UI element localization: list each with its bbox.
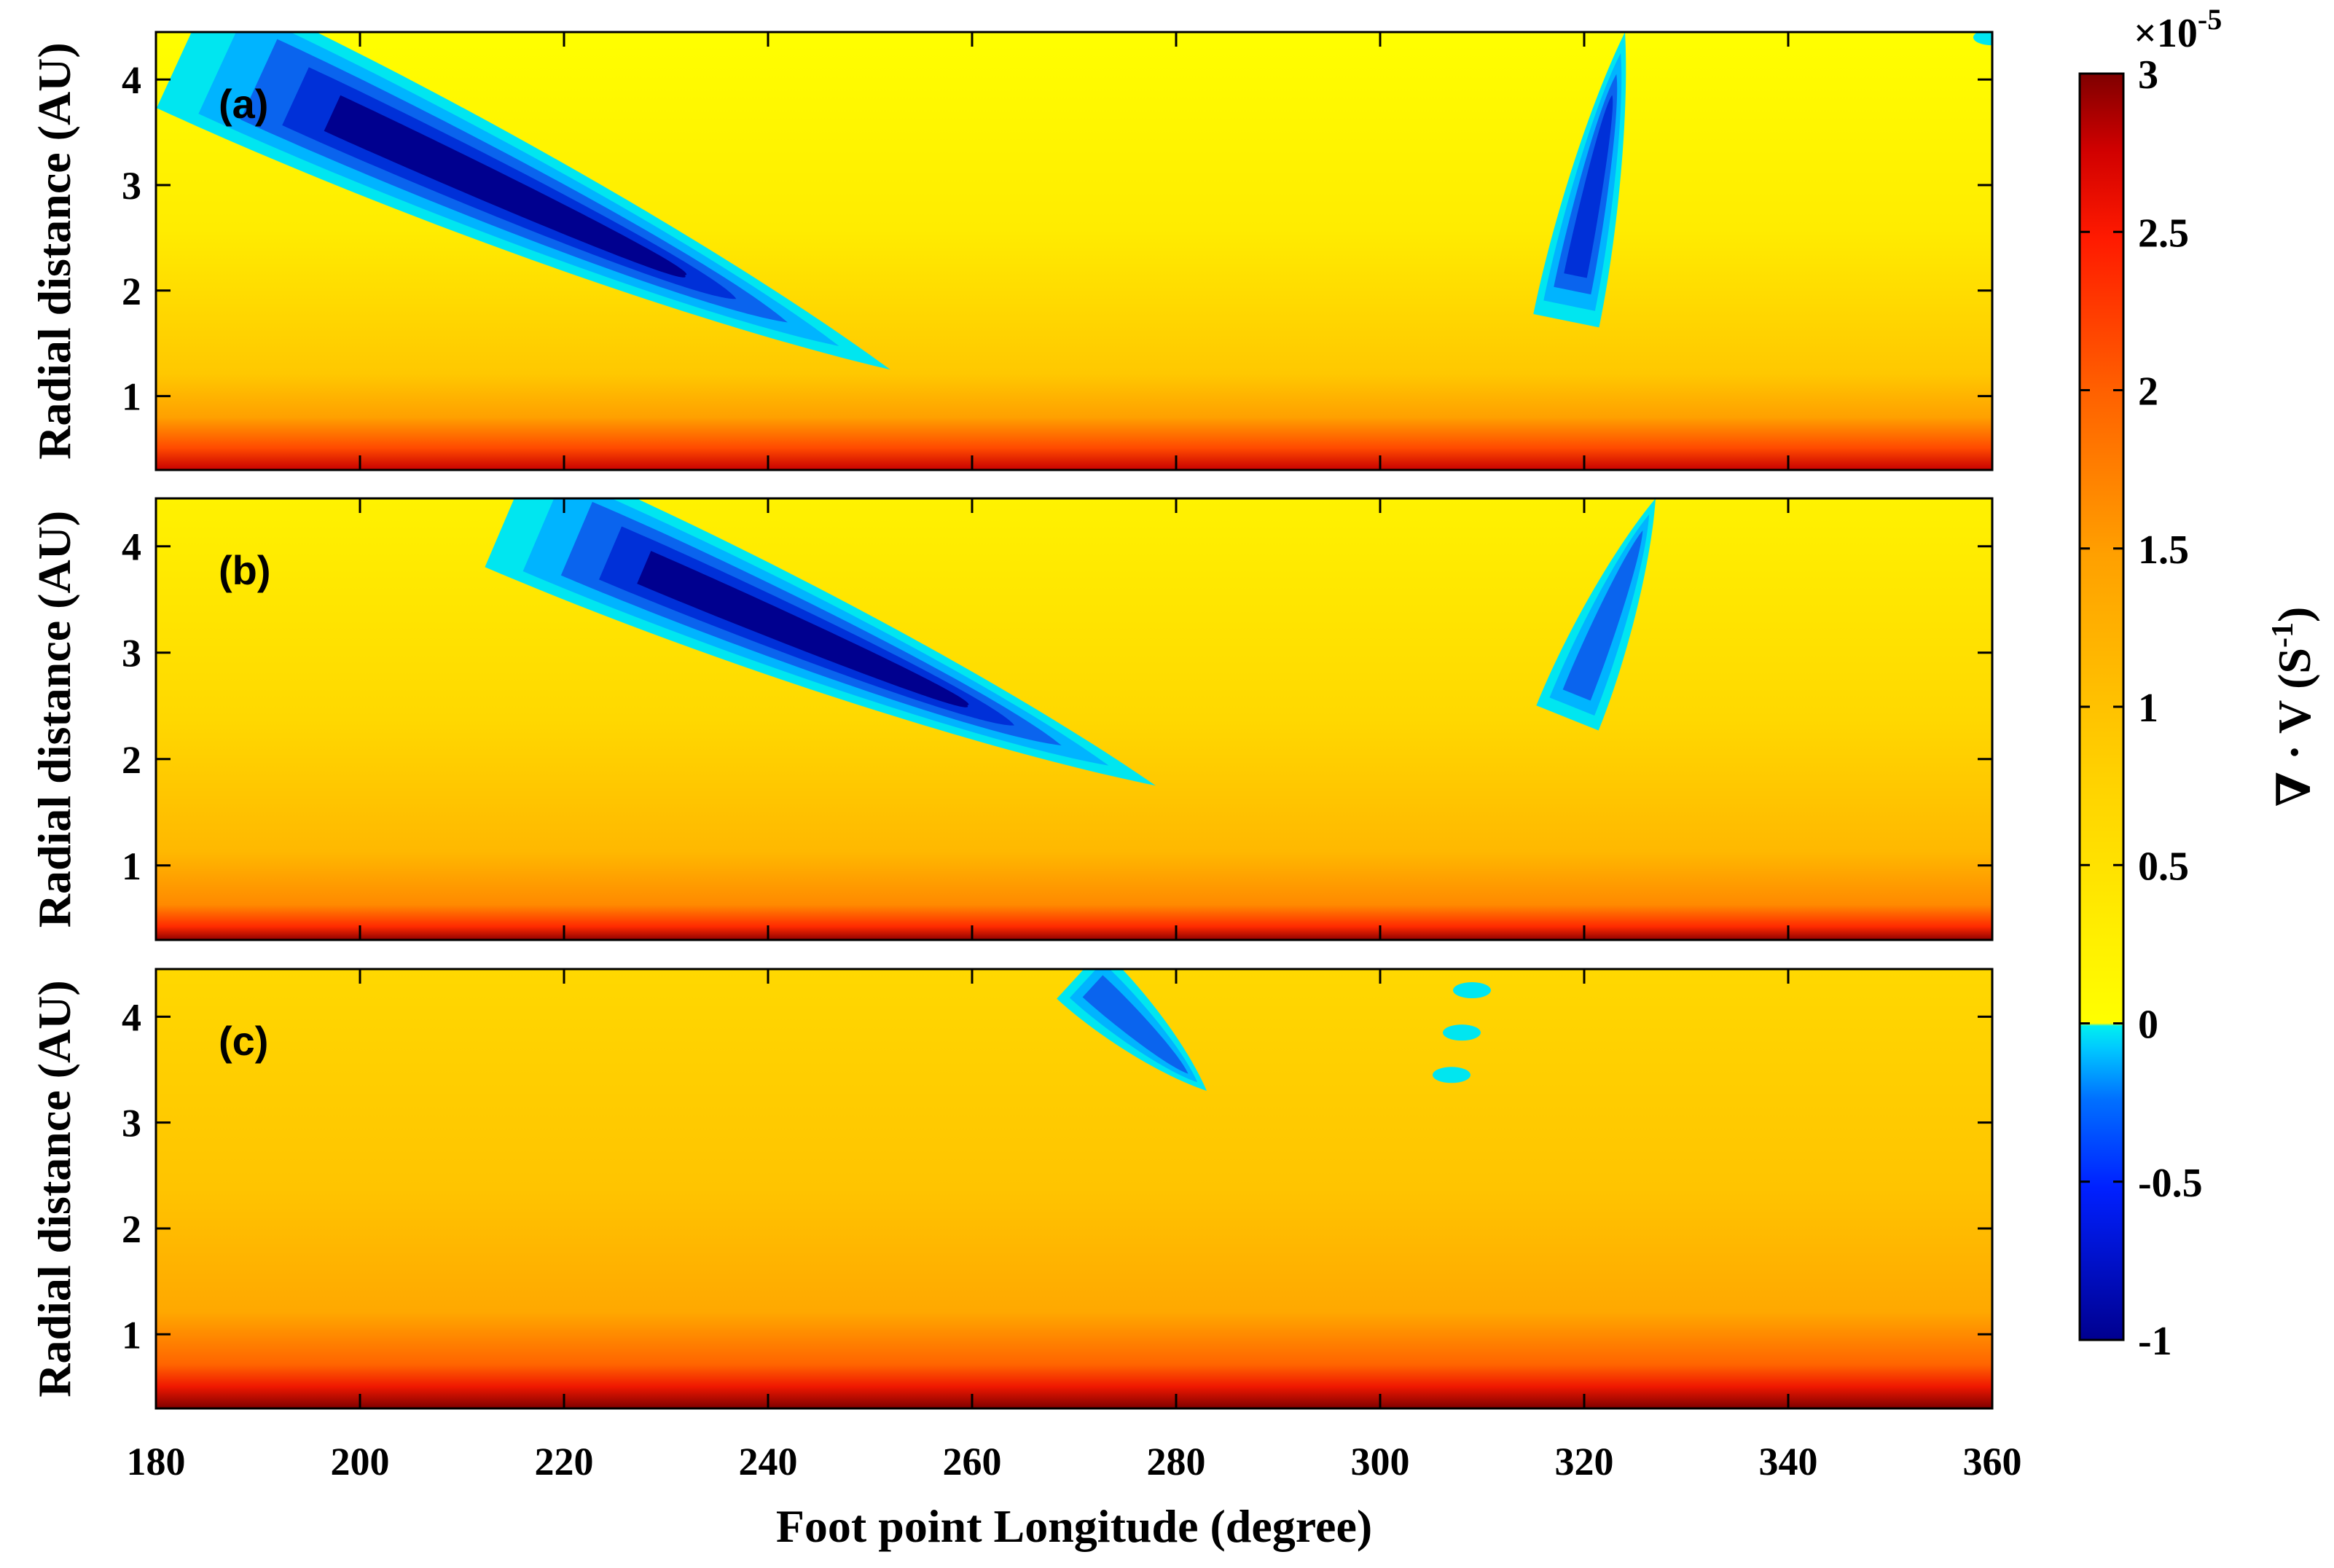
colorbar-title-close: ) bbox=[2268, 607, 2320, 622]
panel-b: 1 2 3 4 Radial distance (AU) (b) bbox=[28, 497, 1994, 941]
y-tick-label: 4 bbox=[122, 995, 141, 1039]
y-axis-title: Radial distance (AU) bbox=[28, 42, 80, 459]
y-tick-label: 2 bbox=[122, 270, 141, 313]
y-tick-label: 1 bbox=[122, 844, 141, 888]
colorbar: 32.521.510.50-0.5-1×10-5∇ · V (S-1) bbox=[2078, 3, 2320, 1364]
panel-background bbox=[156, 498, 1992, 940]
negative-region bbox=[485, 498, 1156, 786]
colorbar-multiplier-exponent: -5 bbox=[2198, 3, 2222, 36]
colorbar-tick-label: 2 bbox=[2138, 369, 2158, 415]
negative-region bbox=[1973, 32, 1992, 46]
colorbar-tick-label: 2.5 bbox=[2138, 211, 2189, 256]
x-tick-label: 320 bbox=[1555, 1440, 1614, 1483]
x-tick-label: 260 bbox=[943, 1440, 1002, 1483]
contour-level-1 bbox=[1973, 32, 1992, 46]
y-tick-label: 1 bbox=[122, 1313, 141, 1357]
contour-level-1 bbox=[1453, 982, 1491, 999]
negative-region bbox=[1443, 1024, 1481, 1041]
panel-frame bbox=[154, 968, 1994, 1410]
contour-level-5 bbox=[324, 95, 687, 278]
contour-level-1 bbox=[1443, 1024, 1481, 1041]
y-tick-label: 4 bbox=[122, 525, 141, 569]
x-tick-label: 280 bbox=[1147, 1440, 1206, 1483]
y-axis-title: Radial distance (AU) bbox=[28, 980, 80, 1397]
colorbar-title-superscript: -1 bbox=[2266, 622, 2300, 648]
colorbar-multiplier: ×10-5 bbox=[2134, 3, 2222, 56]
colorbar-tick-label: -1 bbox=[2138, 1319, 2172, 1364]
colorbar-tick-label: 1.5 bbox=[2138, 528, 2189, 573]
y-tick-label: 3 bbox=[122, 1102, 141, 1145]
y-tick-label: 4 bbox=[122, 58, 141, 102]
contour-level-5 bbox=[637, 551, 969, 707]
y-tick-label: 2 bbox=[122, 738, 141, 782]
panel-a: 1 2 3 4 Radial distance (AU) (a) bbox=[28, 31, 1994, 471]
panels-group: 1 2 3 4 Radial distance (AU) (a) 1 2 3 4 Radial di… bbox=[28, 31, 1994, 1410]
negative-region bbox=[1533, 32, 1626, 328]
panel-frame bbox=[154, 31, 1994, 471]
panel-background bbox=[156, 32, 1992, 470]
contour-level-4 bbox=[1564, 95, 1613, 278]
y-tick-label: 2 bbox=[122, 1207, 141, 1251]
colorbar-tick-label: 1 bbox=[2138, 686, 2158, 731]
contour-level-3 bbox=[1562, 530, 1643, 701]
y-tick-label: 3 bbox=[122, 632, 141, 675]
negative-region bbox=[1057, 969, 1207, 1091]
panel-label: (c) bbox=[219, 1018, 268, 1064]
panel-label: (b) bbox=[219, 547, 271, 593]
colorbar-tick-label: 0.5 bbox=[2138, 844, 2189, 889]
panel-frame bbox=[154, 497, 1994, 941]
x-tick-label: 220 bbox=[535, 1440, 594, 1483]
negative-region bbox=[1536, 498, 1656, 731]
contour-level-3 bbox=[1082, 975, 1188, 1074]
x-tick-label: 300 bbox=[1351, 1440, 1410, 1483]
contour-level-1 bbox=[1433, 1067, 1471, 1083]
colorbar-tick-label: 0 bbox=[2138, 1003, 2158, 1048]
x-tick-label: 180 bbox=[127, 1440, 186, 1483]
negative-region bbox=[1433, 1067, 1471, 1083]
y-axis-title: Radial distance (AU) bbox=[28, 511, 80, 928]
colorbar-title-main: ∇ · V (S bbox=[2268, 648, 2320, 807]
colorbar-title: ∇ · V (S-1) bbox=[2266, 607, 2320, 807]
y-tick-label: 3 bbox=[122, 164, 141, 208]
negative-region bbox=[156, 32, 890, 370]
x-tick-labels: 180 200 220 240 260 280 300 320 340 360 bbox=[127, 1440, 2022, 1483]
x-tick-label: 340 bbox=[1759, 1440, 1818, 1483]
x-tick-label: 240 bbox=[739, 1440, 798, 1483]
x-axis-title: Foot point Longitude (degree) bbox=[776, 1500, 1372, 1552]
x-tick-label: 200 bbox=[331, 1440, 390, 1483]
negative-region bbox=[1453, 982, 1491, 999]
panel-background bbox=[156, 969, 1992, 1408]
x-tick-label: 360 bbox=[1963, 1440, 2022, 1483]
y-tick-label: 1 bbox=[122, 375, 141, 419]
panel-label: (a) bbox=[219, 81, 268, 127]
panel-c: 1 2 3 4 Radial distance (AU) (c) bbox=[28, 968, 1994, 1410]
colorbar-tick-label: -0.5 bbox=[2138, 1161, 2203, 1206]
colorbar-tick-label: 3 bbox=[2138, 52, 2158, 98]
